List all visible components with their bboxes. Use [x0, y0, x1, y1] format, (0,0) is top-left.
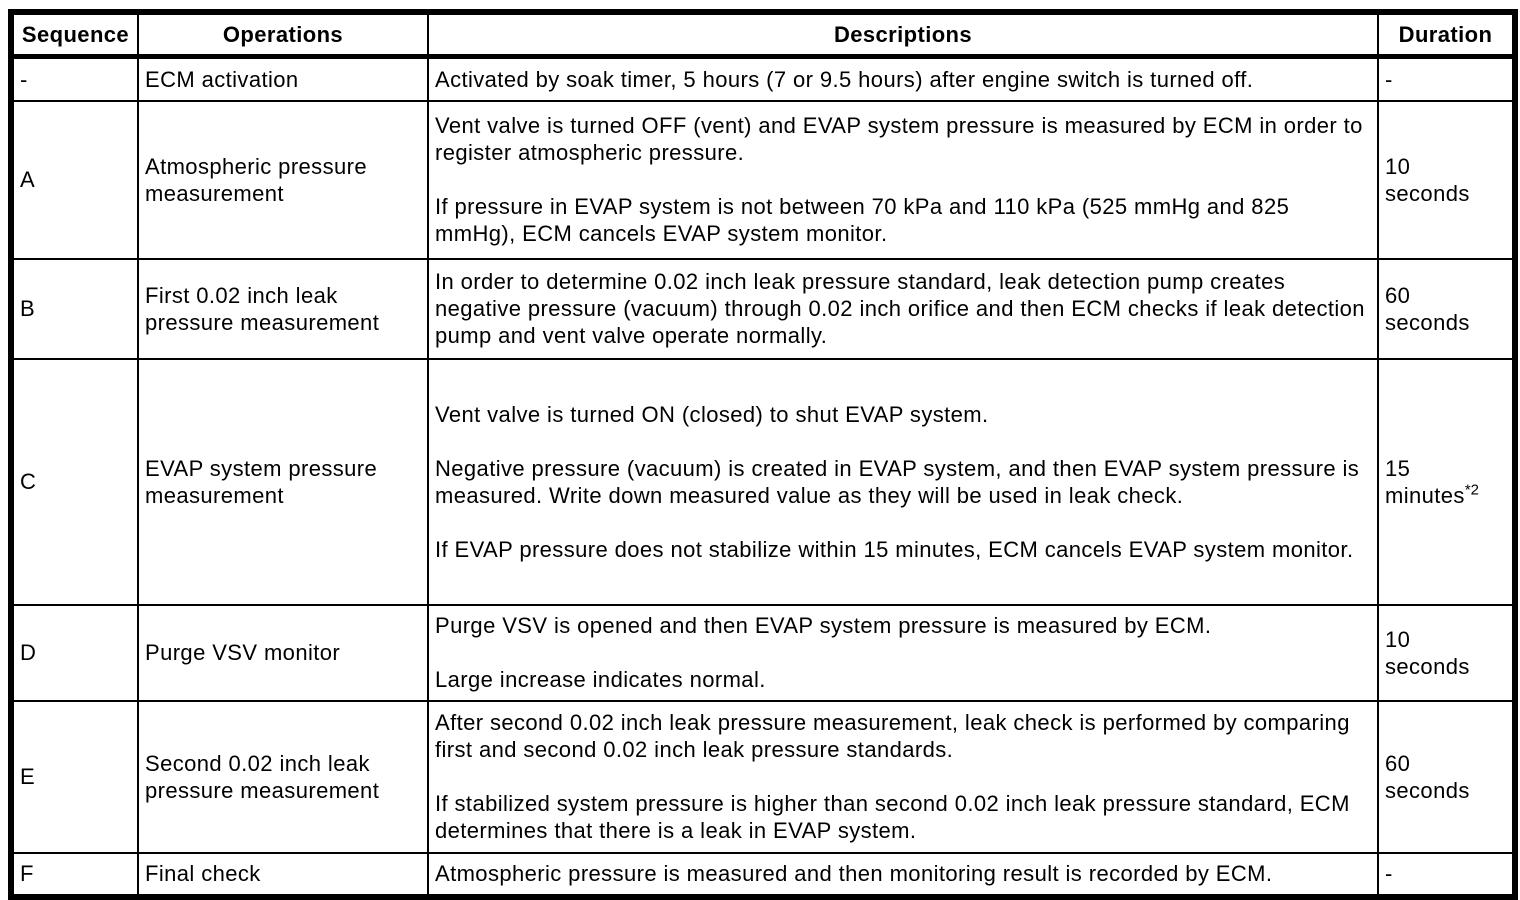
operation-cell: ECM activation — [137, 55, 429, 102]
footnote-marker: *2 — [1464, 481, 1480, 499]
description-cell: Vent valve is turned OFF (vent) and EVAP… — [427, 99, 1379, 260]
table-row-f: F Final check Atmospheric pressure is me… — [10, 851, 1516, 898]
description-paragraph: Purge VSV is opened and then EVAP system… — [435, 613, 1212, 638]
duration-text: - — [1385, 66, 1393, 92]
sequence-cell: F — [10, 851, 139, 898]
description-cell: Activated by soak timer, 5 hours (7 or 9… — [427, 55, 1379, 102]
header-row: Sequence Operations Descriptions Duratio… — [10, 11, 1516, 59]
table-row-a: A Atmospheric pressure measurement Vent … — [10, 99, 1516, 260]
sequence-cell: A — [10, 99, 139, 260]
header-operations: Operations — [137, 11, 429, 59]
table-row-b: B First 0.02 inch leak pressure measurem… — [10, 257, 1516, 360]
sequence-cell: D — [10, 603, 139, 702]
header-duration: Duration — [1377, 11, 1516, 59]
description-cell: Vent valve is turned ON (closed) to shut… — [427, 357, 1379, 606]
duration-text: 60 — [1385, 750, 1411, 776]
description-cell: In order to determine 0.02 inch leak pre… — [427, 257, 1379, 360]
table-row-e: E Second 0.02 inch leak pressure measure… — [10, 699, 1516, 854]
description-paragraph: Negative pressure (vacuum) is created in… — [435, 455, 1360, 508]
duration-cell: 10 seconds — [1377, 99, 1516, 260]
sequence-cell: C — [10, 357, 139, 606]
description-cell: Purge VSV is opened and then EVAP system… — [427, 603, 1379, 702]
duration-text: 10 — [1385, 626, 1411, 652]
duration-cell: - — [1377, 851, 1516, 898]
description-cell: Atmospheric pressure is measured and the… — [427, 851, 1379, 898]
operation-cell: Purge VSV monitor — [137, 603, 429, 702]
sequence-cell: E — [10, 699, 139, 854]
description-cell: After second 0.02 inch leak pressure mea… — [427, 699, 1379, 854]
description-paragraph: Vent valve is turned ON (closed) to shut… — [435, 401, 989, 427]
description-paragraph: In order to determine 0.02 inch leak pre… — [435, 269, 1365, 348]
sequence-cell: B — [10, 257, 139, 360]
operation-cell: Second 0.02 inch leak pressure measureme… — [137, 699, 429, 854]
description-paragraph: If pressure in EVAP system is not betwee… — [435, 194, 1290, 246]
operation-cell: Final check — [137, 851, 429, 898]
description-paragraph: Large increase indicates normal. — [435, 667, 766, 692]
operation-cell: Atmospheric pressure measurement — [137, 99, 429, 260]
operation-cell: First 0.02 inch leak pressure measuremen… — [137, 257, 429, 360]
header-descriptions: Descriptions — [427, 11, 1379, 59]
description-paragraph: If EVAP pressure does not stabilize with… — [435, 536, 1354, 562]
description-paragraph: Activated by soak timer, 5 hours (7 or 9… — [435, 66, 1254, 92]
sequence-cell: - — [10, 55, 139, 102]
duration-text: - — [1385, 861, 1393, 886]
description-paragraph: After second 0.02 inch leak pressure mea… — [435, 710, 1350, 762]
duration-cell: 10 seconds — [1377, 603, 1516, 702]
table-row-c: C EVAP system pressure measurement Vent … — [10, 357, 1516, 606]
table-row-d: D Purge VSV monitor Purge VSV is opened … — [10, 603, 1516, 702]
duration-cell: 15 minutes*2 — [1377, 357, 1516, 606]
duration-text: 60 — [1385, 282, 1411, 308]
duration-cell: - — [1377, 55, 1516, 102]
evap-monitor-sequence-table: Sequence Operations Descriptions Duratio… — [8, 9, 1518, 900]
description-paragraph: Vent valve is turned OFF (vent) and EVAP… — [435, 113, 1363, 165]
operation-cell: EVAP system pressure measurement — [137, 357, 429, 606]
duration-text: 15 — [1385, 455, 1411, 481]
duration-cell: 60 seconds — [1377, 699, 1516, 854]
description-paragraph: If stabilized system pressure is higher … — [435, 791, 1350, 843]
table-row-ecm-activation: - ECM activation Activated by soak timer… — [10, 55, 1516, 102]
description-paragraph: Atmospheric pressure is measured and the… — [435, 861, 1273, 886]
header-sequence: Sequence — [10, 11, 139, 59]
duration-cell: 60 seconds — [1377, 257, 1516, 360]
duration-text: 10 — [1385, 153, 1411, 179]
